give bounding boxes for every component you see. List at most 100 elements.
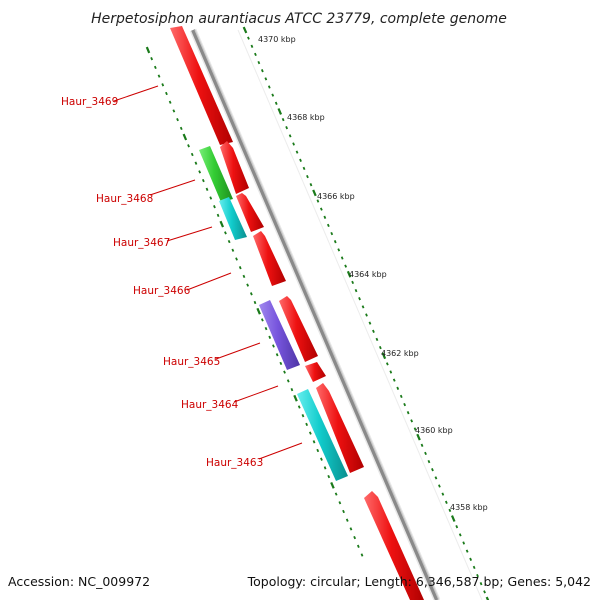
outer-ruler-minor-tick [389, 370, 393, 374]
gene-feature-haur-3468[interactable] [220, 141, 249, 194]
inner-ruler-minor-tick [224, 231, 227, 235]
outer-ruler-minor-tick [354, 288, 358, 293]
outer-ruler-minor-tick [295, 150, 299, 154]
gene-feature-haur-3466[interactable] [253, 231, 286, 286]
outer-ruler-major-tick [450, 515, 456, 522]
outer-ruler-minor-tick [271, 93, 275, 97]
inner-ruler-minor-tick [334, 492, 338, 496]
outer-ruler-minor-tick [264, 77, 268, 81]
outer-ruler-minor-tick [337, 248, 341, 252]
outer-ruler-minor-tick [479, 582, 483, 586]
inner-ruler-minor-tick [249, 292, 253, 296]
inner-ruler [145, 46, 364, 557]
outer-ruler-minor-tick [424, 451, 427, 456]
outer-ruler-minor-tick [299, 158, 302, 162]
inner-ruler-minor-tick [238, 266, 242, 270]
outer-ruler-minor-tick [410, 419, 414, 423]
gene-label-haur-3466[interactable]: Haur_3466 [133, 285, 191, 297]
feature-track-forward [170, 26, 424, 600]
outer-ruler-minor-tick [448, 508, 452, 513]
inner-ruler-major-tick [182, 133, 188, 141]
inner-ruler-minor-tick [198, 170, 202, 174]
outer-ruler-minor-tick [323, 215, 327, 219]
gene-feature-haur-3464[interactable] [305, 362, 326, 382]
gene-feature-cyan-upper[interactable] [219, 197, 247, 240]
leader-line-haur-3468 [149, 179, 196, 196]
inner-ruler-minor-tick [272, 344, 275, 348]
inner-ruler-minor-tick [205, 187, 209, 191]
gene-label-haur-3467[interactable]: Haur_3467 [113, 237, 170, 249]
gene-label-haur-3465[interactable]: Haur_3465 [163, 356, 220, 368]
inner-ruler-minor-tick [312, 440, 316, 444]
gene-feature-haur-3465[interactable] [279, 296, 318, 362]
gene-feature-bottom[interactable] [364, 491, 424, 600]
outer-ruler-minor-tick [358, 297, 361, 301]
outer-ruler-minor-tick [257, 60, 261, 65]
outer-ruler-minor-tick [420, 443, 424, 447]
outer-ruler-minor-tick [438, 484, 441, 488]
gene-feature-green[interactable] [199, 146, 233, 202]
tick-label-4370: 4370 kbp [258, 35, 296, 44]
outer-ruler-minor-tick [372, 329, 375, 333]
outer-ruler-minor-tick [441, 492, 445, 496]
outer-ruler [242, 26, 490, 600]
gene-feature-purple[interactable] [259, 300, 300, 370]
tick-label-4364: 4364 kbp [349, 270, 387, 279]
inner-ruler-minor-tick [168, 100, 172, 104]
inner-ruler-minor-tick [305, 422, 309, 427]
tick-label-4368: 4368 kbp [287, 113, 325, 122]
inner-ruler-minor-tick [353, 535, 357, 540]
inner-ruler-minor-tick [161, 83, 165, 87]
leader-line-haur-3463 [258, 442, 303, 460]
inner-ruler-minor-tick [349, 527, 353, 531]
tick-label-4366: 4366 kbp [317, 192, 355, 201]
inner-ruler-minor-tick [157, 74, 161, 78]
outer-ruler-minor-tick [344, 264, 348, 268]
inner-ruler-minor-tick [338, 501, 342, 505]
outer-ruler-minor-tick [292, 142, 295, 146]
inner-ruler-minor-tick [190, 152, 194, 157]
outer-ruler-minor-tick [455, 525, 459, 529]
outer-ruler-minor-tick [247, 36, 250, 40]
inner-ruler-minor-tick [176, 118, 179, 122]
inner-ruler-minor-tick [194, 161, 198, 165]
outer-ruler-minor-tick [368, 321, 372, 325]
gene-feature-haur-3467[interactable] [236, 193, 264, 232]
gene-label-haur-3469[interactable]: Haur_3469 [61, 96, 118, 108]
outer-ruler-minor-tick [431, 468, 434, 472]
outer-ruler-minor-tick [413, 427, 417, 431]
accession-text: Accession: NC_009972 [8, 574, 151, 589]
outer-ruler-minor-tick [281, 117, 285, 122]
outer-ruler-minor-tick [444, 500, 448, 504]
outer-ruler-minor-tick [458, 533, 462, 537]
gene-label-haur-3464[interactable]: Haur_3464 [181, 399, 239, 411]
inner-ruler-minor-tick [242, 274, 246, 279]
tick-label-4362: 4362 kbp [381, 349, 419, 358]
gene-labels: Haur_3469 Haur_3468 Haur_3467 Haur_3466 … [61, 85, 303, 469]
outer-ruler-major-tick [242, 26, 248, 34]
outer-ruler-major-tick [381, 352, 387, 360]
inner-ruler-minor-tick [216, 213, 220, 218]
outer-ruler-major-tick [277, 108, 283, 115]
inner-ruler-minor-tick [279, 361, 283, 366]
inner-ruler-minor-tick [231, 248, 235, 252]
outer-ruler-minor-tick [427, 459, 431, 464]
inner-ruler-minor-tick [153, 65, 157, 70]
inner-ruler-major-tick [330, 481, 335, 489]
outer-ruler-minor-tick [396, 386, 400, 390]
feature-track-reverse [199, 146, 348, 481]
inner-ruler-minor-tick [283, 370, 286, 374]
gene-label-haur-3463[interactable]: Haur_3463 [206, 457, 263, 469]
inner-ruler-minor-tick [323, 466, 327, 470]
outer-ruler-minor-tick [365, 313, 368, 317]
gene-feature-haur-3463[interactable] [316, 383, 364, 473]
tick-label-4360: 4360 kbp [415, 426, 453, 435]
outer-ruler-minor-tick [476, 573, 479, 578]
gene-feature-cyan-lower[interactable] [297, 389, 348, 481]
gene-feature-haur-3469[interactable] [170, 26, 233, 145]
tick-label-4358: 4358 kbp [450, 503, 488, 512]
gene-label-haur-3468[interactable]: Haur_3468 [96, 193, 153, 205]
outer-ruler-minor-tick [306, 174, 309, 179]
outer-ruler-minor-tick [403, 402, 407, 407]
